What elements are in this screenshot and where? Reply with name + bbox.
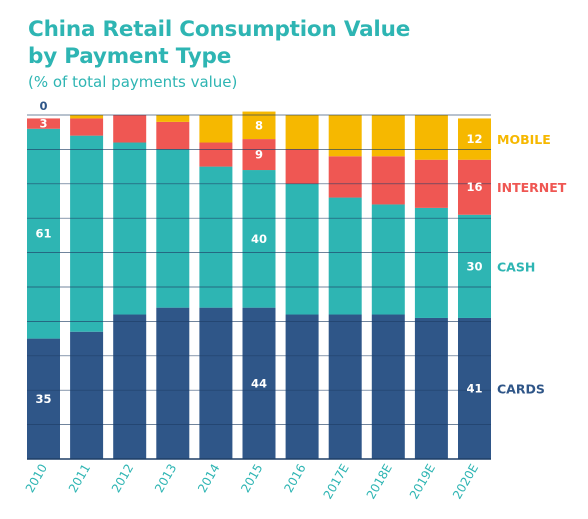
data-label-internet-2015: 9 xyxy=(255,148,263,162)
bar-segment-cards-2020e xyxy=(458,317,491,459)
bar-segment-cards-2010 xyxy=(27,338,60,459)
gridlines xyxy=(27,114,491,460)
bar-segment-cash-2013 xyxy=(156,149,190,308)
legend-label-cash: CASH xyxy=(497,259,535,274)
bar-segment-cards-2018e xyxy=(371,314,405,459)
bar-segment-internet-2016 xyxy=(285,149,319,184)
bar-segment-mobile-2014 xyxy=(199,115,233,143)
data-label-mobile-2010: 0 xyxy=(39,99,47,113)
bar-segment-cards-2012 xyxy=(113,314,147,459)
data-label-cards-2015: 44 xyxy=(251,376,267,390)
x-tick-label-2010: 2010 xyxy=(23,462,50,495)
x-tick-label-2014: 2014 xyxy=(195,462,222,495)
x-tick-label-2017e: 2017E xyxy=(321,462,352,502)
bar-segment-mobile-2013 xyxy=(156,115,190,122)
bar-segment-cash-2012 xyxy=(113,142,147,315)
data-label-cash-2010: 61 xyxy=(35,227,51,241)
bar-segment-internet-2012 xyxy=(113,115,147,143)
x-tick-label-2013: 2013 xyxy=(152,462,179,495)
bar-segment-internet-2020e xyxy=(458,159,491,215)
legend-label-cards: CARDS xyxy=(497,381,545,396)
bar-segment-internet-2010 xyxy=(27,118,60,129)
bar-segment-cash-2016 xyxy=(285,183,319,315)
bars-group xyxy=(27,111,491,459)
x-tick-label-2012: 2012 xyxy=(109,462,136,495)
bar-segment-mobile-2016 xyxy=(285,115,319,150)
bar-segment-mobile-2020e xyxy=(458,118,491,160)
x-tick-label-2018e: 2018E xyxy=(364,462,395,502)
bar-segment-cards-2019e xyxy=(414,317,448,459)
data-label-mobile-2020e: 12 xyxy=(466,132,482,146)
bar-segment-mobile-2018e xyxy=(371,115,405,157)
bar-segment-cards-2014 xyxy=(199,307,233,459)
x-tick-label-2011: 2011 xyxy=(66,462,93,495)
bar-segment-cards-2011 xyxy=(70,331,104,459)
x-tick-label-2019e: 2019E xyxy=(407,462,438,502)
data-label-internet-2010: 3 xyxy=(39,117,47,131)
x-tick-label-2016: 2016 xyxy=(281,462,308,495)
legend-label-internet: INTERNET xyxy=(497,180,567,195)
bar-segment-mobile-2017e xyxy=(328,115,362,157)
bar-segment-cards-2013 xyxy=(156,307,190,459)
bar-segment-cash-2020e xyxy=(458,214,491,318)
legend: CARDS CASH INTERNET MOBILE xyxy=(497,132,567,396)
bar-segment-cash-2010 xyxy=(27,128,60,339)
bar-segment-cash-2019e xyxy=(414,207,448,318)
x-tick-label-2015: 2015 xyxy=(238,462,265,495)
data-label-cash-2020e: 30 xyxy=(466,259,482,273)
bar-segment-internet-2011 xyxy=(70,118,104,136)
bar-segment-internet-2018e xyxy=(371,156,405,205)
data-label-cash-2015: 40 xyxy=(251,232,267,246)
x-axis-labels: 2010 2011 2012 2013 2014 2015 2016 2017E 2018E 20… xyxy=(23,462,481,502)
bar-segment-cash-2011 xyxy=(70,135,104,332)
bar-segment-cards-2016 xyxy=(285,314,319,459)
bar-segment-cash-2014 xyxy=(199,166,233,308)
bar-segment-cash-2015 xyxy=(242,170,276,308)
bar-segment-internet-2015 xyxy=(242,139,276,171)
legend-label-mobile: MOBILE xyxy=(497,132,551,147)
bar-segment-cards-2015 xyxy=(242,307,276,459)
chart-title: China Retail Consumption Value by Paymen… xyxy=(28,16,410,70)
chart-subtitle: (% of total payments value) xyxy=(28,73,238,91)
data-label-mobile-2015: 8 xyxy=(255,118,263,132)
chart-title-line1: China Retail Consumption Value xyxy=(28,17,411,42)
data-label-internet-2020e: 16 xyxy=(466,180,482,194)
bar-segment-mobile-2019e xyxy=(414,115,448,160)
bar-segment-cash-2018e xyxy=(371,204,405,315)
x-tick-label-2020e: 2020E xyxy=(450,462,481,502)
bar-segment-cash-2017e xyxy=(328,197,362,315)
bar-segment-mobile-2011 xyxy=(70,115,104,119)
bar-segment-mobile-2015 xyxy=(242,111,276,140)
bar-segment-internet-2014 xyxy=(199,142,233,167)
bar-segment-cards-2017e xyxy=(328,314,362,459)
chart-title-line2: by Payment Type xyxy=(28,44,232,69)
data-label-cards-2020e: 41 xyxy=(466,381,482,395)
data-label-cards-2010: 35 xyxy=(35,392,51,406)
bar-segment-internet-2013 xyxy=(156,121,190,150)
bar-segment-internet-2017e xyxy=(328,156,362,198)
